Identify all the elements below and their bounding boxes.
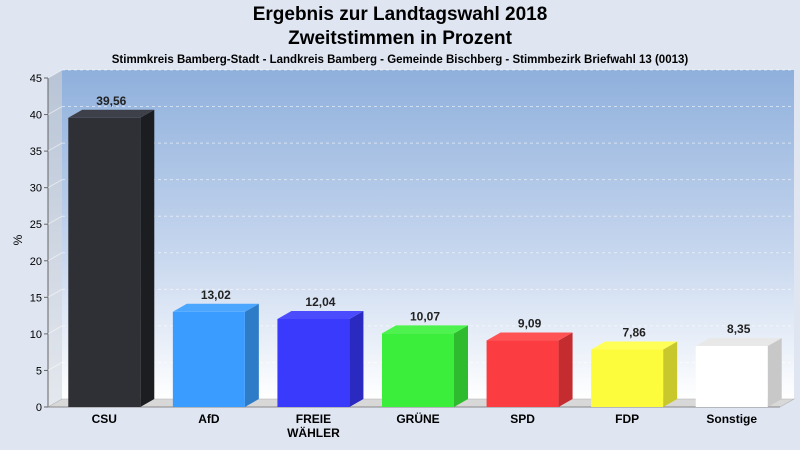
data-label: 12,04: [305, 295, 335, 309]
bar-front: [382, 333, 454, 407]
bar-side: [140, 109, 155, 407]
x-tick-label: SPD: [510, 412, 535, 426]
plot-left-wall: [48, 70, 62, 407]
x-tick-label: CSU: [92, 412, 117, 426]
bar-top: [382, 325, 468, 334]
gridline-wall: [47, 69, 63, 79]
gridline-wall: [47, 179, 63, 189]
y-tick-label: 0: [36, 402, 42, 414]
y-tick-label: 45: [30, 73, 42, 85]
x-tick-label-line: FDP: [615, 412, 639, 426]
gridline-wall: [47, 252, 63, 262]
gridline-wall: [47, 106, 63, 115]
x-tick-label-line: FREIE: [296, 412, 331, 426]
bar-side: [244, 303, 259, 407]
bar-side: [454, 325, 468, 407]
bar-front: [695, 345, 768, 407]
x-tick-label-line: WÄHLER: [287, 425, 340, 440]
x-tick-label: FREIE WÄHLER: [287, 412, 340, 440]
bar-csu: [68, 109, 155, 407]
gridline-wall: [47, 362, 63, 371]
bar-top: [695, 337, 782, 346]
data-label: 39,56: [96, 94, 126, 108]
bar-grüne: [382, 325, 468, 407]
y-tick-label: 25: [30, 219, 42, 231]
bar-top: [591, 341, 678, 350]
bar-side: [767, 337, 782, 407]
bar-front: [486, 340, 559, 407]
chart-title: Ergebnis zur Landtagswahl 2018: [252, 4, 548, 25]
y-tick-label: 30: [30, 183, 42, 195]
bar-front: [68, 117, 141, 407]
chart-subtitle: Stimmkreis Bamberg-Stadt - Landkreis Bam…: [111, 54, 689, 66]
gridline-wall: [47, 142, 63, 152]
y-tick-label: 20: [30, 256, 42, 268]
bar-freie-wähler: [277, 310, 364, 407]
y-tick-label: 10: [30, 329, 42, 341]
x-tick-label: GRÜNE: [396, 411, 439, 426]
data-label: 10,07: [410, 309, 440, 323]
x-tick-label-line: CSU: [92, 412, 117, 426]
bar-spd: [486, 332, 573, 407]
bar-fdp: [591, 341, 678, 407]
bar-side: [349, 310, 364, 407]
y-tick-label: 15: [30, 292, 42, 304]
bar-sonstige: [695, 337, 782, 407]
y-tick-label: 40: [30, 110, 42, 122]
gridline-wall: [47, 215, 63, 225]
bar-front: [591, 349, 664, 407]
bar-afd: [172, 303, 259, 407]
x-tick-label: FDP: [615, 412, 639, 426]
bar-side: [558, 332, 573, 407]
y-tick-label: 5: [36, 365, 42, 377]
data-label: 13,02: [201, 288, 231, 302]
bar-top: [486, 332, 573, 341]
gridline-wall: [47, 288, 63, 298]
bar-top: [277, 310, 364, 319]
x-tick-label: Sonstige: [706, 412, 757, 426]
x-tick-label-line: Sonstige: [706, 412, 757, 426]
gridline-wall: [47, 325, 63, 335]
bar-front: [277, 318, 350, 407]
x-tick-label-line: AfD: [198, 412, 220, 426]
bar-front: [172, 311, 245, 407]
bar-side: [663, 341, 678, 407]
data-label: 8,35: [727, 322, 751, 336]
x-tick-label-line: SPD: [510, 412, 535, 426]
bar-top: [172, 303, 259, 312]
x-tick-label: AfD: [198, 412, 220, 426]
data-label: 9,09: [518, 317, 542, 331]
y-axis-label: %: [11, 234, 25, 245]
y-tick-label: 35: [30, 146, 42, 158]
chart-title-line2: Zweitstimmen in Prozent: [288, 28, 512, 49]
bar-top: [68, 109, 155, 118]
x-tick-label-line: GRÜNE: [396, 411, 439, 426]
data-label: 7,86: [622, 326, 646, 340]
